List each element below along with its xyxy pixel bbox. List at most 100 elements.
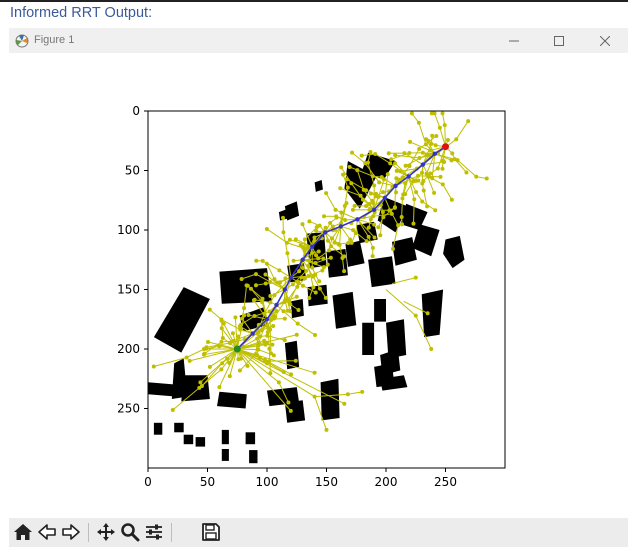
tree-node [187, 358, 192, 363]
obstacle [380, 375, 408, 391]
obstacle [443, 235, 465, 269]
path-line [236, 146, 446, 350]
obstacle [421, 289, 444, 338]
tree-edge [408, 176, 415, 200]
path-node [250, 331, 255, 336]
tree-edge [335, 209, 358, 220]
tree-node [321, 265, 326, 270]
tree-node [300, 266, 305, 271]
tree-edge [317, 249, 330, 259]
tree-edge [409, 141, 431, 151]
tree-edge [256, 313, 265, 333]
tree-edge [374, 153, 391, 164]
tree-edge [328, 238, 333, 251]
tree-node [445, 138, 450, 143]
tree-node [344, 177, 349, 182]
window-titlebar: Figure 1 [9, 28, 628, 53]
back-arrow-icon[interactable] [36, 521, 58, 543]
tree-edge [314, 396, 327, 431]
plot-axes: 0 50 100 150 200 250 0 50 100 150 200 250 [117, 104, 506, 489]
tree-node [421, 178, 426, 183]
tree-node [207, 307, 212, 312]
maximize-icon[interactable] [536, 28, 582, 53]
minimize-icon[interactable] [491, 28, 537, 53]
close-icon[interactable] [582, 28, 628, 53]
tree-node [349, 240, 354, 245]
tree-node [425, 204, 430, 209]
tree-edge [266, 228, 288, 244]
tree-edge [241, 273, 257, 280]
tree-node [393, 153, 398, 158]
path-node [300, 257, 305, 262]
tree-edge [357, 218, 375, 226]
tree-node [253, 283, 258, 288]
zoom-icon[interactable] [119, 521, 141, 543]
matplotlib-app-icon [15, 33, 29, 48]
tree-edge [418, 122, 427, 145]
tree-node [314, 228, 319, 233]
y-tick-label: 0 [132, 104, 140, 118]
tree-edge [350, 182, 364, 200]
figure-toolbar [9, 518, 628, 547]
tree-edge [404, 181, 414, 195]
tree-node [245, 363, 250, 368]
tree-node [342, 401, 347, 406]
tree-node [385, 172, 390, 177]
tree-edge [405, 154, 427, 167]
obstacle [362, 322, 375, 355]
forward-arrow-icon[interactable] [60, 521, 82, 543]
output-heading: Informed RRT Output: [10, 5, 153, 21]
tree-edge [357, 219, 370, 238]
tree-edge [444, 125, 446, 147]
tree-node [389, 157, 394, 162]
tree-node [202, 351, 207, 356]
path-node [274, 302, 279, 308]
obstacle [181, 375, 210, 402]
tree-node [440, 166, 445, 171]
tree-edge [401, 198, 403, 217]
tree-node [313, 333, 318, 338]
toolbar-separator [171, 523, 172, 542]
configure-subplots-icon[interactable] [143, 521, 165, 543]
tree-edge [394, 162, 409, 177]
x-tick-label: 150 [315, 475, 338, 489]
tree-node [338, 186, 343, 191]
tree-node [312, 370, 317, 375]
tree-edge [434, 113, 441, 128]
tree-node [430, 176, 435, 181]
y-tick-label: 250 [117, 402, 140, 416]
tree-node [294, 294, 299, 299]
x-tick-label: 0 [144, 475, 152, 489]
tree-node [227, 374, 232, 379]
x-tick-label: 250 [434, 475, 457, 489]
tree-node [464, 170, 469, 175]
tree-node [219, 326, 224, 331]
home-icon[interactable] [12, 521, 34, 543]
tree-node [434, 133, 439, 138]
path-node [371, 207, 377, 212]
obstacle [345, 240, 365, 267]
y-tick-label: 100 [117, 223, 140, 237]
tree-node [433, 208, 438, 213]
obstacle [314, 180, 323, 192]
tree-node [370, 198, 375, 203]
tree-edge [220, 348, 238, 370]
tree-edge [172, 387, 200, 411]
tree-edge [198, 369, 222, 389]
tree-node [373, 194, 378, 199]
tree-edge [283, 310, 299, 324]
path-node [288, 275, 293, 280]
pan-icon[interactable] [95, 521, 117, 543]
obstacle [195, 437, 206, 447]
tree-edge [263, 294, 275, 314]
tree-edge [426, 153, 436, 174]
tree-node [328, 255, 333, 260]
tree-edge [307, 246, 313, 266]
tree-node [151, 364, 156, 369]
path-node [282, 287, 288, 292]
save-icon[interactable] [200, 521, 222, 543]
tree-node [347, 165, 352, 170]
tree-edge [237, 334, 297, 350]
tree-node [440, 111, 445, 116]
tree-node [360, 389, 365, 394]
